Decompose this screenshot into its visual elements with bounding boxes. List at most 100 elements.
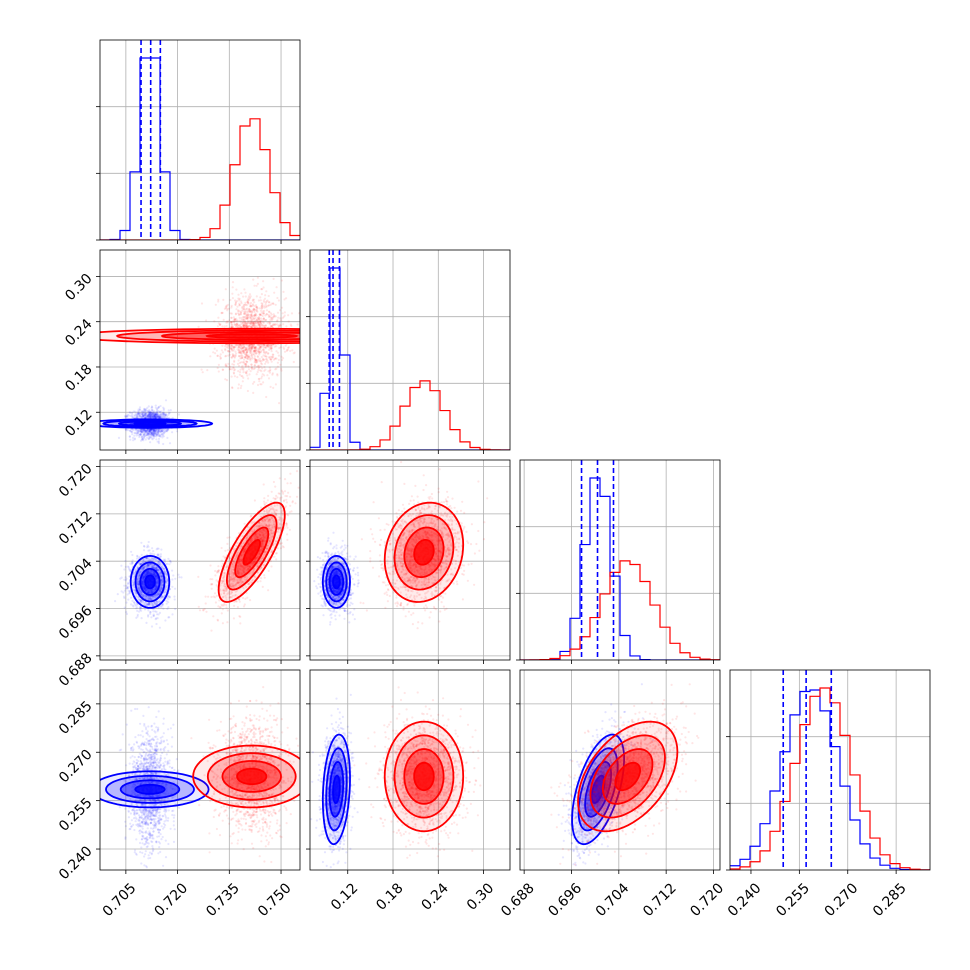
- scatter-point: [238, 355, 241, 358]
- scatter-point: [261, 367, 264, 370]
- scatter-point: [154, 431, 157, 434]
- scatter-point: [270, 348, 273, 351]
- scatter-point: [147, 432, 150, 435]
- scatter-point: [155, 413, 158, 416]
- scatter-point: [224, 549, 227, 552]
- scatter-point: [141, 410, 144, 413]
- scatter-point: [150, 435, 153, 438]
- scatter-point: [242, 324, 245, 327]
- scatter-point: [255, 308, 258, 312]
- scatter-point: [233, 369, 236, 372]
- scatter-point: [262, 324, 266, 327]
- scatter-point: [238, 313, 241, 316]
- scatter-point: [235, 300, 239, 303]
- scatter-point: [245, 317, 248, 320]
- scatter-point: [139, 412, 142, 415]
- scatter-point: [166, 436, 169, 439]
- scatter-point: [232, 366, 235, 369]
- scatter-point: [240, 323, 243, 326]
- scatter-point: [217, 300, 220, 303]
- scatter-point: [279, 324, 282, 327]
- scatter-point: [137, 431, 140, 434]
- scatter-point: [233, 323, 236, 326]
- scatter-point: [162, 411, 165, 414]
- scatter-point: [146, 416, 149, 419]
- scatter-point: [153, 430, 156, 433]
- scatter-point: [149, 435, 152, 439]
- scatter-point: [257, 366, 260, 369]
- scatter-point: [247, 355, 251, 358]
- scatter-point: [219, 353, 222, 356]
- scatter-point: [178, 576, 181, 579]
- scatter-point: [264, 346, 267, 349]
- scatter-point: [173, 598, 176, 601]
- scatter-point: [150, 411, 153, 414]
- scatter-point: [137, 429, 140, 432]
- scatter-point: [155, 429, 158, 432]
- scatter-point: [135, 428, 138, 431]
- scatter-point: [171, 416, 174, 420]
- scatter-point: [258, 351, 261, 354]
- scatter-point: [267, 315, 271, 318]
- scatter-point: [234, 313, 237, 316]
- scatter-point: [134, 451, 136, 453]
- scatter-point: [153, 414, 157, 417]
- scatter-point: [253, 357, 256, 361]
- scatter-point: [142, 416, 145, 419]
- scatter-point: [247, 325, 250, 329]
- scatter-point: [238, 345, 241, 348]
- scatter-point: [231, 353, 234, 356]
- scatter-point: [136, 432, 139, 435]
- scatter-point: [268, 316, 271, 319]
- scatter-point: [250, 352, 253, 355]
- scatter-point: [244, 301, 247, 304]
- scatter-point: [225, 305, 228, 308]
- scatter-point: [257, 366, 260, 369]
- scatter-point: [264, 318, 267, 322]
- scatter-point: [148, 429, 151, 432]
- scatter-point: [141, 415, 144, 418]
- scatter-point: [256, 325, 259, 328]
- scatter-point: [231, 349, 235, 352]
- scatter-point: [254, 349, 257, 352]
- scatter-point: [152, 428, 155, 431]
- scatter-point: [242, 351, 245, 354]
- scatter-point: [139, 439, 143, 442]
- scatter-point: [124, 565, 127, 569]
- scatter-point: [153, 414, 156, 417]
- scatter-point: [141, 431, 144, 434]
- scatter-point: [152, 434, 155, 438]
- scatter-point: [153, 432, 156, 435]
- scatter-point: [239, 349, 242, 352]
- scatter-point: [217, 370, 220, 373]
- scatter-point: [261, 357, 264, 360]
- scatter-point: [254, 321, 258, 325]
- scatter-point: [224, 348, 227, 351]
- scatter-point: [164, 415, 167, 418]
- scatter-point: [150, 412, 153, 415]
- scatter-point: [259, 320, 262, 323]
- scatter-point: [144, 431, 147, 434]
- scatter-point: [239, 386, 242, 390]
- scatter-point: [220, 349, 223, 352]
- scatter-point: [229, 320, 232, 324]
- scatter-point: [256, 348, 259, 351]
- scatter-point: [152, 429, 156, 432]
- scatter-point: [169, 561, 172, 564]
- scatter-point: [155, 411, 158, 414]
- scatter-point: [128, 411, 131, 414]
- scatter-point: [145, 409, 148, 412]
- scatter-point: [239, 320, 242, 324]
- scatter-point: [262, 317, 265, 320]
- scatter-point: [250, 325, 253, 329]
- scatter-point: [151, 437, 154, 440]
- scatter-point: [241, 361, 244, 364]
- scatter-point: [273, 323, 276, 326]
- scatter-point: [152, 428, 155, 431]
- scatter-point: [217, 322, 220, 325]
- scatter-point: [230, 304, 233, 307]
- scatter-point: [245, 326, 248, 329]
- scatter-point: [258, 380, 261, 383]
- scatter-point: [253, 314, 256, 317]
- scatter-point: [230, 344, 234, 347]
